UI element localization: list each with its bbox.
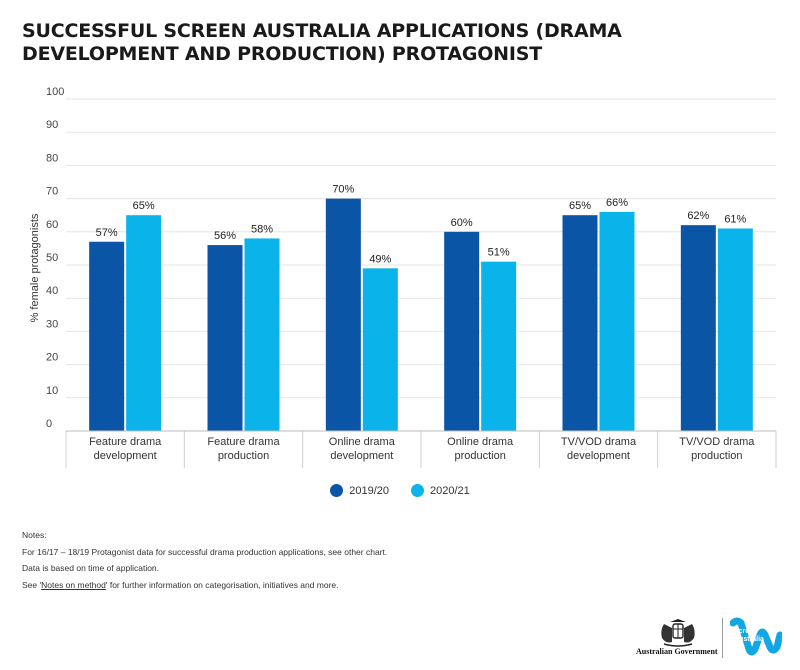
data-label: 56% [214,230,236,242]
bar [481,261,517,431]
coat-of-arms-icon [661,619,695,647]
notes-line-3-pre: See ' [22,579,42,590]
data-label: 65% [569,200,591,212]
bar [126,215,162,431]
y-tick-label: 10 [46,385,58,397]
x-tick-label: Online drama [329,436,396,448]
y-tick-label: 40 [46,285,58,297]
legend-swatch-2020-21 [411,484,424,497]
data-label: 61% [724,213,746,225]
data-label: 60% [451,217,473,229]
x-tick-label: production [454,450,505,462]
notes: Notes: For 16/17 – 18/19 Protagonist dat… [22,527,387,593]
y-axis-title: % female protagonists [29,213,41,322]
notes-line-2: Data is based on time of application. [22,563,160,573]
data-label: 66% [606,197,628,209]
legend: 2019/20 2020/21 [0,484,800,497]
x-tick-label: Feature drama [89,436,162,448]
legend-label-2019-20: 2019/20 [349,484,389,497]
bar-chart: 0 10 20 30 40 50 60 70 80 90 100 % female protagoni… [29,86,777,468]
y-tick-label: 50 [46,252,58,264]
bar [325,198,361,431]
legend-swatch-2019-20 [330,484,344,497]
data-label: 58% [251,223,273,235]
bar [444,231,480,431]
y-tick-label: 30 [46,318,58,330]
x-tick-label: development [94,450,157,462]
x-tick-label: TV/VOD drama [679,436,755,448]
data-label: 65% [133,200,155,212]
data-label: 62% [687,210,709,222]
bar [362,268,398,431]
x-tick-label: development [567,450,630,462]
x-tick-label: production [691,450,742,462]
legend-label-2020-21: 2020/21 [430,484,470,497]
bar [680,225,716,431]
logo-divider [722,618,723,658]
screen-australia-text-line-2: Australia [734,636,764,643]
notes-on-method-link[interactable]: Notes on method [41,579,106,590]
bar [599,211,635,431]
x-tick-label: Online drama [447,436,514,448]
y-tick-label: 20 [46,352,58,364]
screen-australia-text-line-1: Screen [734,628,758,635]
y-tick-label: 0 [46,418,52,430]
screen-australia-logo-icon [730,617,782,656]
bar [717,228,753,431]
y-tick-label: 80 [46,152,58,164]
data-label: 70% [332,184,354,196]
y-tick-label: 60 [46,219,58,231]
notes-heading: Notes: [22,530,47,540]
bar [207,245,243,431]
x-tick-label: Feature drama [207,436,280,448]
notes-line-1: For 16/17 – 18/19 Protagonist data for s… [22,546,388,557]
x-tick-label: production [218,450,269,462]
logos: Australian Government Screen Australia [636,616,786,660]
bar [244,238,280,431]
data-label: 57% [96,227,118,239]
screen-australia-text: Screen Australia [734,628,764,644]
legend-item-2019-20[interactable]: 2019/20 [330,484,389,497]
data-label: 51% [488,247,510,259]
australian-government-text: Australian Government [636,647,718,656]
bar [89,241,125,431]
y-tick-label: 70 [46,186,58,198]
chart-title: SUCCESSFUL SCREEN AUSTRALIA APPLICATIONS… [22,20,622,65]
notes-line-3: See 'Notes on method' for further inform… [22,577,387,594]
x-tick-label: development [330,450,393,462]
data-label: 49% [369,253,391,265]
y-tick-label: 90 [46,119,58,131]
x-tick-label: TV/VOD drama [561,436,637,448]
bar [562,215,598,431]
legend-item-2020-21[interactable]: 2020/21 [411,484,470,497]
y-tick-label: 100 [46,86,64,98]
notes-line-3-post: ' for further information on categorisat… [105,579,339,590]
